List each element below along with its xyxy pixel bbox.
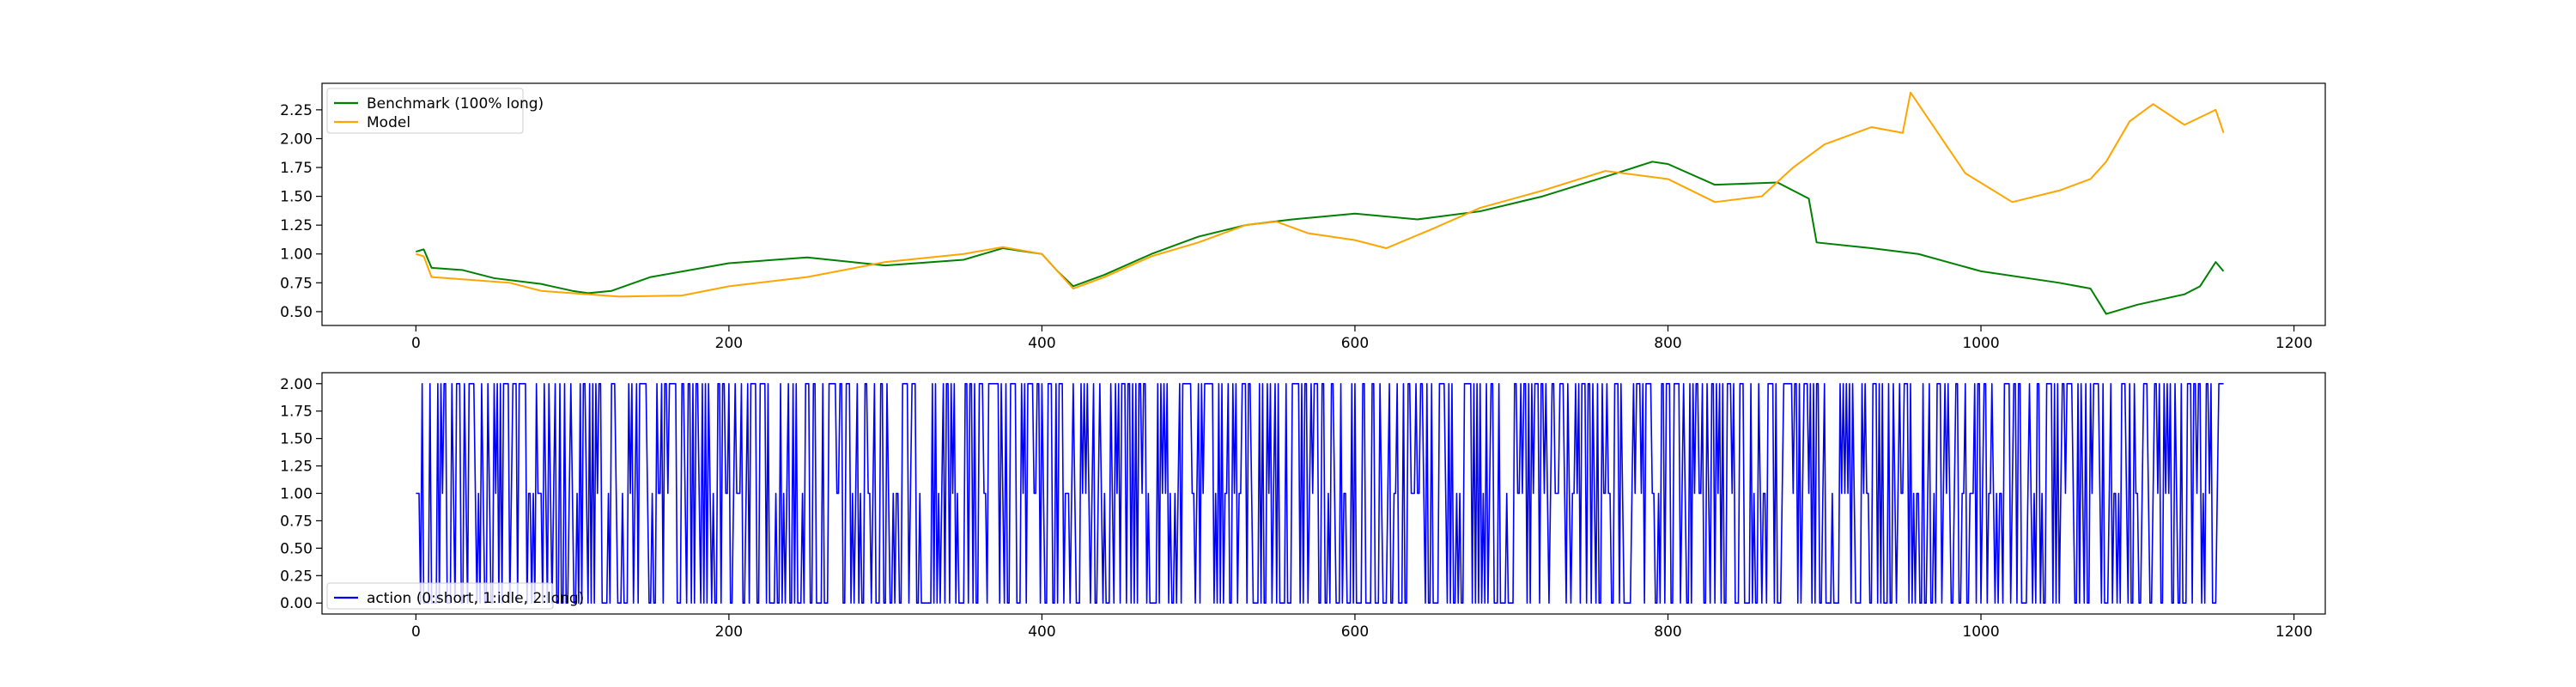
x-tick-label: 0 xyxy=(411,335,421,352)
y-tick-label: 1.75 xyxy=(280,404,313,421)
x-tick-label: 400 xyxy=(1028,335,1055,352)
y-tick-label: 1.50 xyxy=(280,189,313,206)
series-line-benchmark xyxy=(416,161,2225,315)
x-tick-label: 0 xyxy=(411,623,421,641)
y-tick-label: 2.25 xyxy=(280,102,313,119)
y-tick-label: 0.25 xyxy=(280,568,313,585)
legend: Benchmark (100% long) Model xyxy=(326,88,544,134)
series-line-action xyxy=(416,382,2224,605)
y-tick-label: 0.50 xyxy=(280,304,313,321)
x-tick-label: 600 xyxy=(1341,623,1369,641)
y-tick-label: 0.00 xyxy=(280,595,313,612)
x-tick-label: 400 xyxy=(1028,623,1055,641)
y-tick-label: 2.00 xyxy=(280,131,313,148)
x-tick-label: 800 xyxy=(1654,335,1681,352)
y-tick-label: 0.75 xyxy=(280,275,313,292)
series-line-model xyxy=(416,91,2225,298)
action-chart: 0 200 400 600 800 1000 1200 0.00 0.25 0.50 0.75 1.0… xyxy=(280,372,2326,641)
y-tick-label: 0.75 xyxy=(280,513,313,530)
legend-label: Benchmark (100% long) xyxy=(367,95,544,112)
x-tick-label: 1200 xyxy=(2275,623,2312,641)
legend: action (0:short, 1:idle, 2:long) xyxy=(326,582,584,610)
y-tick-label: 1.00 xyxy=(280,486,313,503)
x-tick-label: 600 xyxy=(1341,335,1369,352)
legend-box xyxy=(326,88,524,134)
y-tick-label: 0.50 xyxy=(280,540,313,557)
x-tick-label: 200 xyxy=(715,335,743,352)
y-tick-label: 1.75 xyxy=(280,160,313,177)
y-tick-label: 1.25 xyxy=(280,217,313,234)
legend-box xyxy=(326,582,554,610)
y-tick-label: 1.00 xyxy=(280,246,313,264)
plot-frame xyxy=(321,82,2326,326)
legend-label: Model xyxy=(367,114,410,131)
x-tick-label: 1000 xyxy=(1962,623,1999,641)
legend-label: action (0:short, 1:idle, 2:long) xyxy=(367,590,584,607)
x-tick-label: 1200 xyxy=(2275,335,2312,352)
x-tick-label: 800 xyxy=(1654,623,1681,641)
benchmark-vs-model-chart: 0 200 400 600 800 1000 1200 0.50 0.75 1.00 1.25 1.5… xyxy=(280,82,2326,352)
y-tick-label: 1.50 xyxy=(280,431,313,448)
x-tick-label: 200 xyxy=(715,623,743,641)
y-tick-label: 1.25 xyxy=(280,459,313,476)
x-tick-label: 1000 xyxy=(1962,335,1999,352)
y-tick-label: 2.00 xyxy=(280,376,313,393)
